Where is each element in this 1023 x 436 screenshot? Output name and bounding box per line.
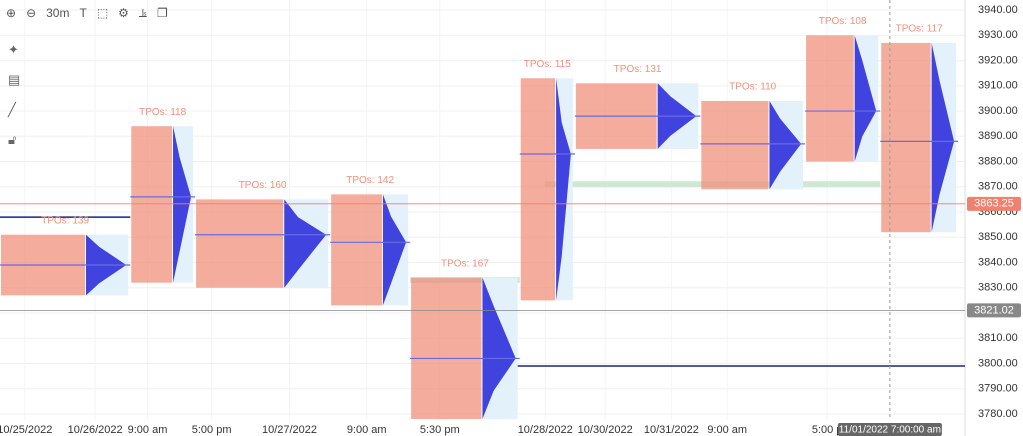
volume-profile xyxy=(931,42,955,233)
x-tick-label: 10/31/2022 xyxy=(644,424,699,436)
price-tag xyxy=(967,196,1021,211)
x-tick-label: 9:00 am xyxy=(707,424,747,436)
y-tick-label: 3900.00 xyxy=(978,105,1018,117)
tpo-label: TPOs: 142 xyxy=(346,175,394,186)
volume-profile xyxy=(382,194,407,306)
volume-profile xyxy=(769,100,802,190)
select-tool[interactable]: ⬚ xyxy=(96,6,109,20)
y-tick-label: 3830.00 xyxy=(978,282,1018,294)
tpo-area xyxy=(131,126,173,283)
volume-profile xyxy=(854,35,877,162)
zoom-in[interactable]: ⊕ xyxy=(6,6,17,20)
tpo-area xyxy=(196,199,284,288)
x-tick-label: 5:00 p xyxy=(812,424,843,436)
tpo-label: TPOs: 167 xyxy=(441,258,489,269)
side-toolbar: ✦ ▤ ╱ 🔓︎ xyxy=(8,42,20,148)
price-label: 3821.02 xyxy=(974,304,1014,316)
tpo-area xyxy=(331,194,382,306)
y-tick-label: 3930.00 xyxy=(978,29,1018,41)
y-tick-label: 3890.00 xyxy=(978,130,1018,142)
tpo-label: TPOs: 118 xyxy=(139,107,186,118)
y-tick-label: 3800.00 xyxy=(978,357,1018,369)
crosshair-tag xyxy=(837,423,942,436)
toolbar: ⊕ ⊖ 30m T ⬚ ⚙ ⫡ ❐ xyxy=(6,6,168,21)
lock-tool[interactable]: 🔓︎ xyxy=(8,132,17,147)
tpo-area xyxy=(411,277,482,419)
timeframe[interactable]: 30m xyxy=(46,6,70,20)
y-tick-label: 3940.00 xyxy=(978,4,1018,16)
settings[interactable]: ⚙ xyxy=(118,6,129,20)
layout[interactable]: ❐ xyxy=(156,6,168,20)
zoom-out[interactable]: ⊖ xyxy=(26,6,37,20)
tpo-area xyxy=(806,35,854,162)
y-tick-label: 3910.00 xyxy=(978,80,1018,92)
x-tick-label: 10/30/2022 xyxy=(578,424,633,436)
y-tick-label: 3790.00 xyxy=(978,383,1018,395)
tpo-label: TPOs: 108 xyxy=(819,16,867,27)
x-tick-label: 10/25/2022 xyxy=(0,424,52,436)
tpo-label: TPOs: 110 xyxy=(729,82,776,93)
y-tick-label: 3810.00 xyxy=(978,332,1018,344)
crosshair-tool[interactable]: ✦ xyxy=(8,42,19,57)
tpo-label: TPOs: 117 xyxy=(896,24,943,35)
price-label: 3863.25 xyxy=(974,198,1014,210)
indicators[interactable]: ⫡ xyxy=(138,6,147,20)
tpo-label: TPOs: 115 xyxy=(524,59,571,70)
volume-profile xyxy=(284,199,327,288)
y-tick-label: 3920.00 xyxy=(978,54,1018,66)
tpo-label: TPOs: 131 xyxy=(614,64,662,75)
x-tick-label: 9:00 am xyxy=(347,424,387,436)
tpo-area xyxy=(701,100,769,190)
tpo-area xyxy=(520,78,556,301)
tpo-label: TPOs: 139 xyxy=(41,215,89,226)
volume-profile xyxy=(556,78,571,301)
y-tick-label: 3870.00 xyxy=(978,181,1018,193)
tpo-label: TPOs: 160 xyxy=(239,180,287,191)
text-tool[interactable]: T xyxy=(79,6,87,20)
x-tick-label: 10/26/2022 xyxy=(68,424,123,436)
x-tick-label: 5:00 pm xyxy=(192,424,232,436)
y-tick-label: 3840.00 xyxy=(978,256,1018,268)
x-tick-label: 10/28/2022 xyxy=(518,424,573,436)
y-tick-label: 3880.00 xyxy=(978,155,1018,167)
y-tick-label: 3850.00 xyxy=(978,231,1018,243)
price-tag xyxy=(967,303,1021,318)
line-tool[interactable]: ╱ xyxy=(8,102,16,117)
y-tick-label: 3780.00 xyxy=(978,408,1018,420)
volume-profile xyxy=(482,277,516,419)
volume-profile xyxy=(173,126,192,283)
notes-tool[interactable]: ▤ xyxy=(8,72,21,87)
x-tick-label: 9:00 am xyxy=(128,424,168,436)
x-tick-label: 5:30 pm xyxy=(420,424,460,436)
crosshair-label: 11/01/2022 7:00:00 am xyxy=(839,425,941,436)
x-tick-label: 10/27/2022 xyxy=(262,424,317,436)
